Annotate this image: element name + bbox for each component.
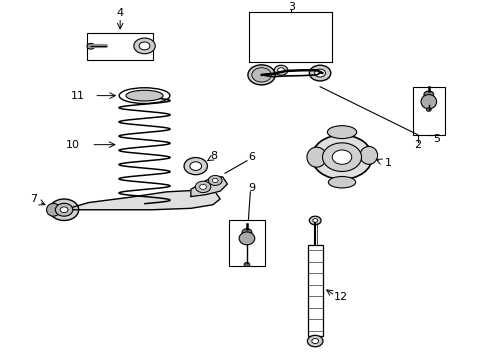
- Circle shape: [242, 229, 251, 236]
- Text: 1: 1: [384, 158, 391, 168]
- Circle shape: [189, 162, 201, 170]
- Circle shape: [312, 219, 317, 222]
- Circle shape: [311, 135, 371, 179]
- Circle shape: [331, 150, 351, 164]
- Circle shape: [244, 262, 249, 267]
- Text: 3: 3: [287, 2, 294, 12]
- Circle shape: [307, 335, 323, 347]
- Circle shape: [314, 69, 325, 77]
- Text: 4: 4: [116, 8, 123, 18]
- Ellipse shape: [126, 90, 163, 101]
- Ellipse shape: [306, 147, 326, 167]
- Text: 5: 5: [433, 134, 440, 144]
- Ellipse shape: [359, 147, 377, 164]
- Text: 9: 9: [248, 183, 255, 193]
- Polygon shape: [64, 190, 220, 210]
- Bar: [87, 33, 153, 60]
- Circle shape: [309, 65, 330, 81]
- Text: 6: 6: [248, 152, 255, 162]
- Ellipse shape: [119, 88, 169, 104]
- Circle shape: [195, 181, 210, 193]
- Text: 2: 2: [413, 140, 420, 150]
- Circle shape: [254, 70, 268, 80]
- Ellipse shape: [328, 176, 355, 188]
- Circle shape: [251, 68, 271, 82]
- Circle shape: [87, 44, 95, 49]
- Text: 11: 11: [71, 91, 84, 101]
- Text: 8: 8: [210, 151, 217, 161]
- Polygon shape: [190, 177, 227, 197]
- Circle shape: [199, 184, 206, 189]
- Ellipse shape: [327, 126, 356, 139]
- Circle shape: [322, 143, 361, 171]
- Circle shape: [423, 91, 433, 98]
- Ellipse shape: [46, 203, 60, 216]
- Circle shape: [277, 68, 284, 73]
- Circle shape: [139, 42, 150, 50]
- Circle shape: [274, 65, 287, 75]
- Circle shape: [426, 108, 430, 111]
- Circle shape: [247, 65, 275, 85]
- Bar: [412, 86, 444, 135]
- Circle shape: [309, 216, 321, 225]
- Text: 10: 10: [66, 140, 80, 150]
- Circle shape: [183, 158, 207, 175]
- Text: 12: 12: [333, 292, 347, 302]
- Bar: [307, 245, 322, 336]
- Circle shape: [134, 38, 155, 54]
- Ellipse shape: [420, 95, 436, 109]
- Text: 7: 7: [30, 194, 37, 204]
- Bar: [228, 220, 264, 266]
- Circle shape: [212, 178, 218, 183]
- Circle shape: [208, 175, 222, 185]
- Ellipse shape: [239, 232, 254, 245]
- Circle shape: [49, 199, 79, 220]
- Circle shape: [55, 203, 73, 216]
- Circle shape: [311, 338, 318, 343]
- Circle shape: [60, 207, 68, 213]
